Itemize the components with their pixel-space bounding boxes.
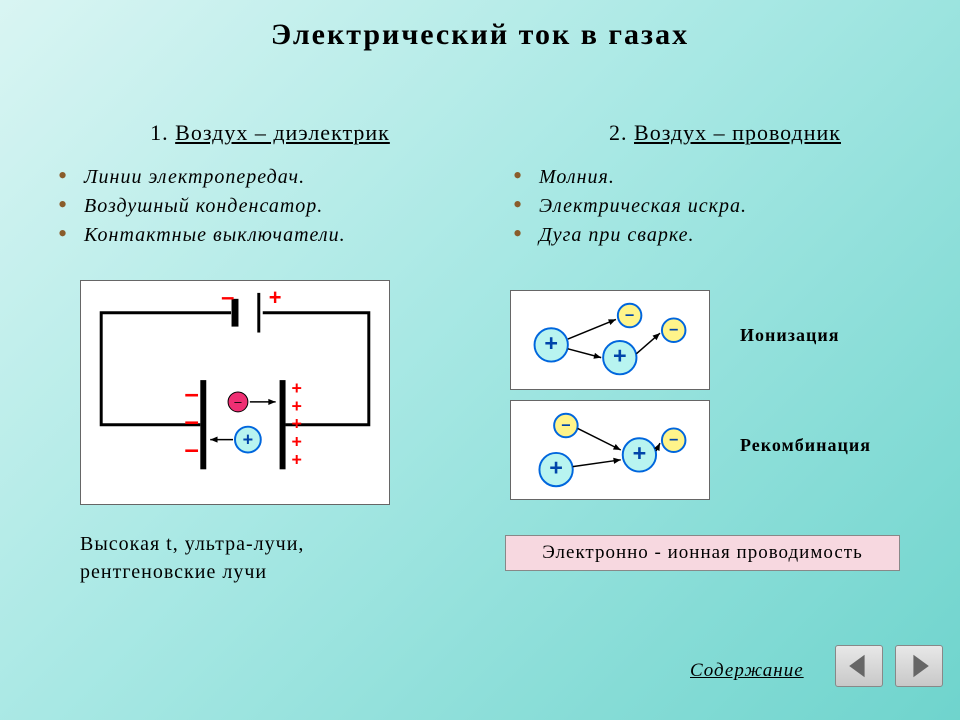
list-item: Электрическая искра.: [513, 195, 945, 218]
circuit-diagram: –+–––+++++–+: [80, 280, 390, 505]
list-item: Контактные выключатели.: [58, 224, 490, 247]
svg-text:–: –: [184, 380, 198, 408]
list-item: Дуга при сварке.: [513, 224, 945, 247]
prev-icon: [845, 652, 873, 680]
left-column: 1. Воздух – диэлектрик Линии электропере…: [50, 120, 490, 265]
right-heading: 2. Воздух – проводник: [505, 120, 945, 146]
list-item: Линии электропередач.: [58, 166, 490, 189]
right-heading-text: Воздух – проводник: [634, 120, 841, 145]
svg-text:–: –: [625, 305, 634, 323]
svg-text:–: –: [561, 415, 570, 433]
right-heading-num: 2.: [609, 120, 628, 145]
svg-text:–: –: [669, 430, 678, 448]
svg-text:+: +: [269, 285, 282, 310]
svg-text:+: +: [633, 440, 647, 466]
left-list: Линии электропередач. Воздушный конденсат…: [50, 166, 490, 247]
page-title: Электрический ток в газах: [0, 0, 960, 52]
ionization-label: Ионизация: [740, 325, 839, 346]
svg-text:–: –: [669, 320, 678, 338]
svg-text:+: +: [549, 454, 563, 480]
contents-link[interactable]: Содержание: [690, 660, 804, 682]
svg-text:–: –: [184, 435, 198, 463]
svg-text:–: –: [184, 408, 198, 436]
next-icon: [905, 652, 933, 680]
svg-text:+: +: [291, 449, 301, 469]
next-button[interactable]: [895, 645, 943, 687]
svg-text:+: +: [243, 430, 254, 450]
conductivity-highlight: Электронно - ионная проводимость: [505, 535, 900, 571]
prev-button[interactable]: [835, 645, 883, 687]
svg-text:–: –: [221, 284, 234, 311]
recombination-label: Рекомбинация: [740, 435, 871, 456]
ionization-diagram: + + – –: [510, 290, 710, 390]
right-list: Молния. Электрическая искра. Дуга при свар…: [505, 166, 945, 247]
recombination-diagram: – + + –: [510, 400, 710, 500]
right-column: 2. Воздух – проводник Молния. Электрическ…: [505, 120, 945, 265]
left-note: Высокая t, ультра-лучи,рентгеновские луч…: [80, 530, 304, 586]
svg-text:–: –: [234, 394, 242, 409]
svg-text:+: +: [613, 343, 627, 369]
svg-text:+: +: [544, 330, 558, 356]
left-heading-text: Воздух – диэлектрик: [175, 120, 390, 145]
left-heading-num: 1.: [150, 120, 169, 145]
list-item: Воздушный конденсатор.: [58, 195, 490, 218]
left-heading: 1. Воздух – диэлектрик: [50, 120, 490, 146]
list-item: Молния.: [513, 166, 945, 189]
